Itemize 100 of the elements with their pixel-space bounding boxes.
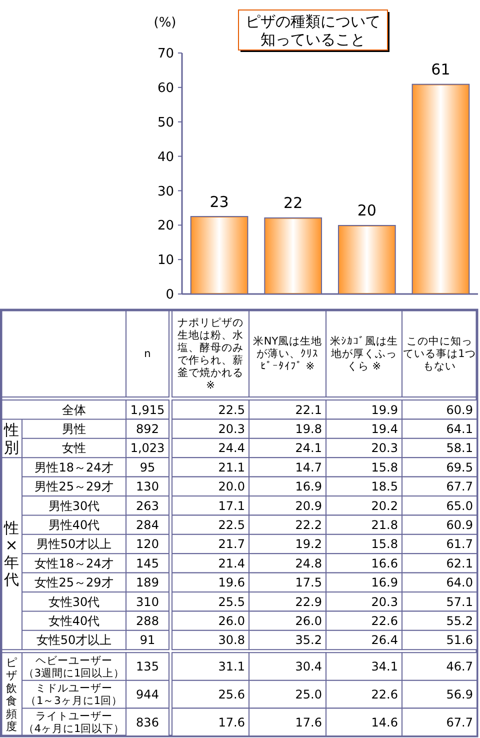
data-label: 18.5 bbox=[371, 480, 398, 494]
data-label: 64.1 bbox=[446, 422, 473, 436]
data-label: 310 bbox=[136, 594, 159, 609]
data-label: 24.8 bbox=[295, 556, 322, 570]
data-label: 30.4 bbox=[295, 660, 322, 674]
data-label: 61 bbox=[431, 60, 450, 79]
data-label: 58.1 bbox=[446, 441, 473, 456]
data-label: 189 bbox=[136, 576, 159, 590]
text: 性別 bbox=[3, 421, 19, 456]
y-tick-label: 男性 bbox=[62, 422, 86, 436]
y-axis-title: (%) bbox=[154, 16, 176, 31]
text: 性×年代 bbox=[3, 518, 19, 589]
data-label: 31.1 bbox=[218, 660, 245, 674]
y-tick-label: 女性25～29才 bbox=[34, 576, 114, 590]
data-label: 21.7 bbox=[218, 537, 245, 552]
data-label: 67.7 bbox=[446, 715, 473, 730]
data-label: 17.1 bbox=[218, 498, 245, 513]
y-tick-label: 女性 bbox=[62, 441, 86, 456]
data-label: 46.7 bbox=[446, 660, 473, 674]
data-label: 120 bbox=[136, 537, 159, 552]
data-label: 35.2 bbox=[295, 633, 322, 648]
data-label: 20.3 bbox=[371, 441, 398, 456]
data-label: 22 bbox=[284, 194, 303, 212]
data-label: 20.2 bbox=[371, 498, 398, 513]
y-tick-label: 30 bbox=[157, 184, 174, 200]
text: ピザ飲食頻度 bbox=[6, 656, 17, 734]
data-label: 22.5 bbox=[218, 402, 245, 417]
data-label: 288 bbox=[136, 614, 159, 628]
data-label: 16.9 bbox=[371, 576, 398, 590]
y-tick-label: 女性50才以上 bbox=[36, 633, 112, 648]
y-tick-label: 男性40代 bbox=[48, 518, 100, 532]
data-label: 26.0 bbox=[218, 614, 245, 628]
data-label: 51.6 bbox=[446, 633, 473, 648]
data-label: 22.6 bbox=[371, 614, 398, 628]
data-label: 22.1 bbox=[295, 402, 322, 417]
data-label: 19.8 bbox=[295, 422, 322, 436]
data-label: 55.2 bbox=[446, 614, 473, 628]
data-label: 61.7 bbox=[446, 537, 473, 552]
data-label: 23 bbox=[210, 192, 229, 211]
y-tick-label: 男性30代 bbox=[48, 498, 100, 513]
data-label: 20.3 bbox=[371, 594, 398, 609]
y-tick-label: 男性25～29才 bbox=[34, 480, 114, 494]
data-label: 16.9 bbox=[295, 480, 322, 494]
data-label: 20.3 bbox=[218, 422, 245, 436]
data-label: 56.9 bbox=[446, 688, 473, 702]
y-tick-label: 女性40代 bbox=[48, 614, 100, 628]
data-label: 14.7 bbox=[295, 460, 322, 474]
x-tick-label: ナポリピザの生地は粉、水塩、酵母のみで作られ、薪釜で焼かれる※ bbox=[176, 316, 244, 392]
data-label: 135 bbox=[136, 660, 159, 674]
data-label: 17.5 bbox=[295, 576, 322, 590]
y-tick-label: 60 bbox=[157, 80, 174, 96]
data-label: 60.9 bbox=[446, 518, 473, 532]
data-label: 65.0 bbox=[446, 498, 473, 513]
data-label: 20 bbox=[357, 202, 376, 220]
data-label: 892 bbox=[136, 422, 159, 436]
data-label: 17.6 bbox=[218, 715, 245, 730]
data-label: 263 bbox=[136, 498, 159, 513]
data-label: 15.8 bbox=[371, 460, 398, 474]
data-label: 16.6 bbox=[371, 556, 398, 570]
data-label: 145 bbox=[136, 556, 159, 570]
chart-title: ピザの種類について知っていること bbox=[246, 12, 380, 48]
data-label: 24.4 bbox=[218, 441, 245, 456]
data-label: 67.7 bbox=[446, 480, 473, 494]
y-tick-label: 20 bbox=[157, 218, 174, 234]
data-label: 22.5 bbox=[218, 518, 245, 532]
y-tick-label: ライトユーザー（4ヶ月に1回以下） bbox=[23, 710, 125, 736]
data-label: 836 bbox=[136, 715, 159, 730]
data-label: 130 bbox=[136, 480, 159, 494]
data-label: 14.6 bbox=[371, 715, 398, 730]
data-label: 19.6 bbox=[218, 576, 245, 590]
data-label: 19.2 bbox=[295, 537, 322, 552]
data-label: 22.2 bbox=[295, 518, 322, 532]
data-label: 26.0 bbox=[295, 614, 322, 628]
data-label: 944 bbox=[136, 688, 159, 702]
data-label: 1,023 bbox=[130, 441, 165, 456]
data-label: 24.1 bbox=[295, 441, 322, 456]
y-tick-label: 男性18～24才 bbox=[34, 460, 114, 474]
y-tick-label: 50 bbox=[157, 115, 174, 130]
data-label: 22.6 bbox=[371, 688, 398, 702]
x-tick-label: この中に知っている事は1つもない bbox=[403, 334, 476, 373]
data-label: 21.1 bbox=[218, 460, 245, 474]
x-tick-label: 米NY風は生地が薄い、ｸﾘｽﾋﾟｰﾀｲﾌﾟ ※ bbox=[252, 334, 322, 373]
data-label: 26.4 bbox=[371, 633, 398, 648]
y-tick-label: 0 bbox=[166, 288, 174, 303]
y-tick-label: 男性50才以上 bbox=[36, 537, 112, 552]
data-label: 62.1 bbox=[446, 556, 473, 570]
data-label: 21.8 bbox=[371, 518, 398, 532]
data-label: 19.9 bbox=[371, 402, 398, 417]
y-tick-label: 40 bbox=[157, 150, 174, 165]
y-tick-label: 女性30代 bbox=[48, 594, 100, 609]
y-tick-label: 10 bbox=[157, 253, 174, 268]
data-label: 15.8 bbox=[371, 537, 398, 552]
x-tick-label: 米ｼｶｺﾞ風は生地が厚くふっくら ※ bbox=[330, 334, 398, 373]
data-label: 19.4 bbox=[371, 422, 398, 436]
data-label: 64.0 bbox=[446, 576, 473, 590]
data-label: 25.6 bbox=[218, 688, 245, 702]
data-label: 17.6 bbox=[295, 715, 322, 730]
x-tick-label: n bbox=[144, 348, 151, 360]
y-tick-label: 全体 bbox=[62, 402, 86, 417]
data-label: 21.4 bbox=[218, 556, 245, 570]
